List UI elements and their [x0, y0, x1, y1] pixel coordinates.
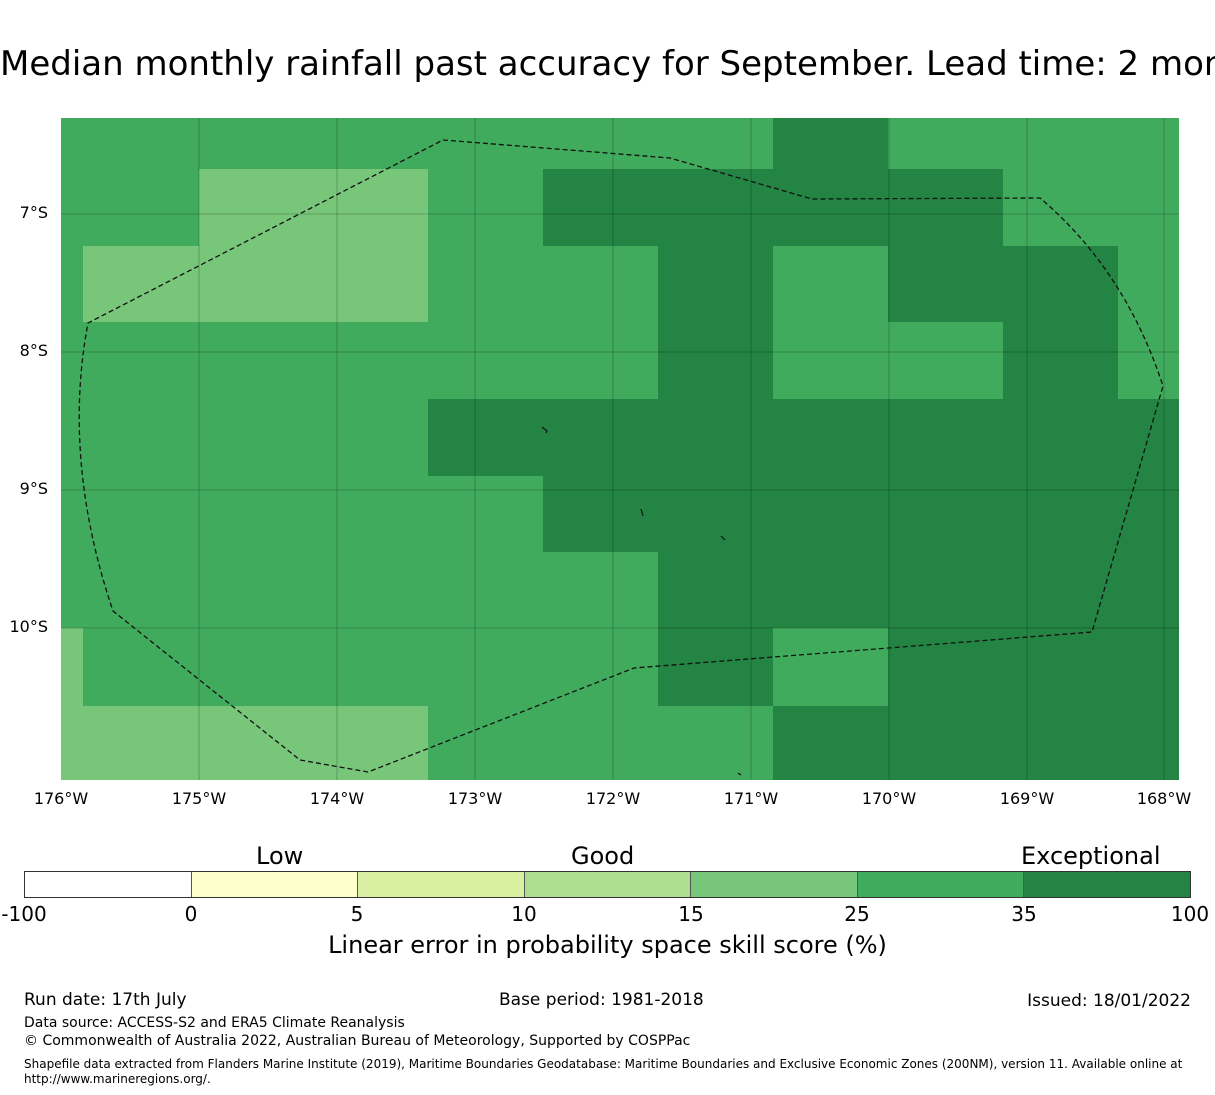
category-exceptional: Exceptional [1021, 842, 1161, 870]
colorbar-segment [524, 872, 692, 897]
colorbar-tick: 10 [511, 902, 537, 926]
graticule [61, 118, 1179, 780]
map-title: Median monthly rainfall past accuracy fo… [0, 44, 1215, 84]
category-good: Good [571, 842, 635, 870]
colorbar-tick: -100 [1, 902, 47, 926]
colorbar-tick: 15 [678, 902, 704, 926]
skill-map [61, 118, 1179, 780]
category-low: Low [256, 842, 304, 870]
island-marker [720, 535, 726, 541]
island-marker [640, 508, 644, 517]
colorbar-tick: 0 [184, 902, 198, 926]
data-source: Data source: ACCESS-S2 and ERA5 Climate … [24, 1015, 405, 1031]
colorbar-segment [358, 872, 525, 897]
skill-cell [773, 706, 888, 780]
lon-label: 172°W [585, 789, 641, 808]
shapefile-credit: Shapefile data extracted from Flanders M… [24, 1057, 1183, 1086]
colorbar-segment [691, 872, 858, 897]
colorbar-segment [1024, 872, 1191, 897]
colorbar-tick: 100 [1170, 902, 1210, 926]
skill-cell [1003, 322, 1118, 399]
colorbar-tick: 5 [350, 902, 364, 926]
skill-cell [773, 118, 888, 169]
skill-grid [61, 118, 1179, 780]
copyright: © Commonwealth of Australia 2022, Austra… [24, 1033, 691, 1049]
colorbar-tick: 35 [1011, 902, 1037, 926]
lat-label: 7°S [19, 203, 48, 222]
run-date: Run date: 17th July [24, 990, 187, 1010]
skill-cell [199, 169, 428, 246]
lon-label: 168°W [1136, 789, 1192, 808]
skill-cell [83, 246, 428, 322]
lon-label: 175°W [171, 789, 227, 808]
lon-label: 171°W [723, 789, 779, 808]
skill-cell [888, 628, 1179, 780]
colorbar-segment [857, 872, 1025, 897]
island-marker [737, 772, 742, 776]
lon-label: 169°W [999, 789, 1055, 808]
colorbar-tick: 25 [844, 902, 870, 926]
lon-label: 170°W [861, 789, 917, 808]
lon-label: 174°W [309, 789, 365, 808]
skill-cell [658, 552, 1179, 628]
base-period: Base period: 1981-2018 [499, 990, 704, 1010]
skill-cell [543, 169, 1003, 246]
issued-date: Issued: 18/01/2022 [1027, 991, 1191, 1011]
skill-cell [61, 628, 83, 780]
skill-cell [888, 246, 1118, 322]
colorbar [24, 871, 1191, 898]
lat-label: 9°S [19, 479, 48, 498]
colorbar-segment [25, 872, 192, 897]
lat-label: 10°S [9, 617, 48, 636]
colorbar-label: Linear error in probability space skill … [328, 931, 887, 959]
skill-cell [658, 246, 773, 399]
skill-cell [83, 706, 428, 780]
skill-cell [658, 628, 773, 706]
lon-label: 173°W [447, 789, 503, 808]
skill-cell [428, 399, 1179, 476]
eez-boundary [78, 139, 1164, 773]
colorbar-segment [191, 872, 359, 897]
lat-label: 8°S [19, 341, 48, 360]
skill-cell [543, 476, 1179, 552]
lon-label: 176°W [33, 789, 89, 808]
island-marker [541, 426, 548, 434]
